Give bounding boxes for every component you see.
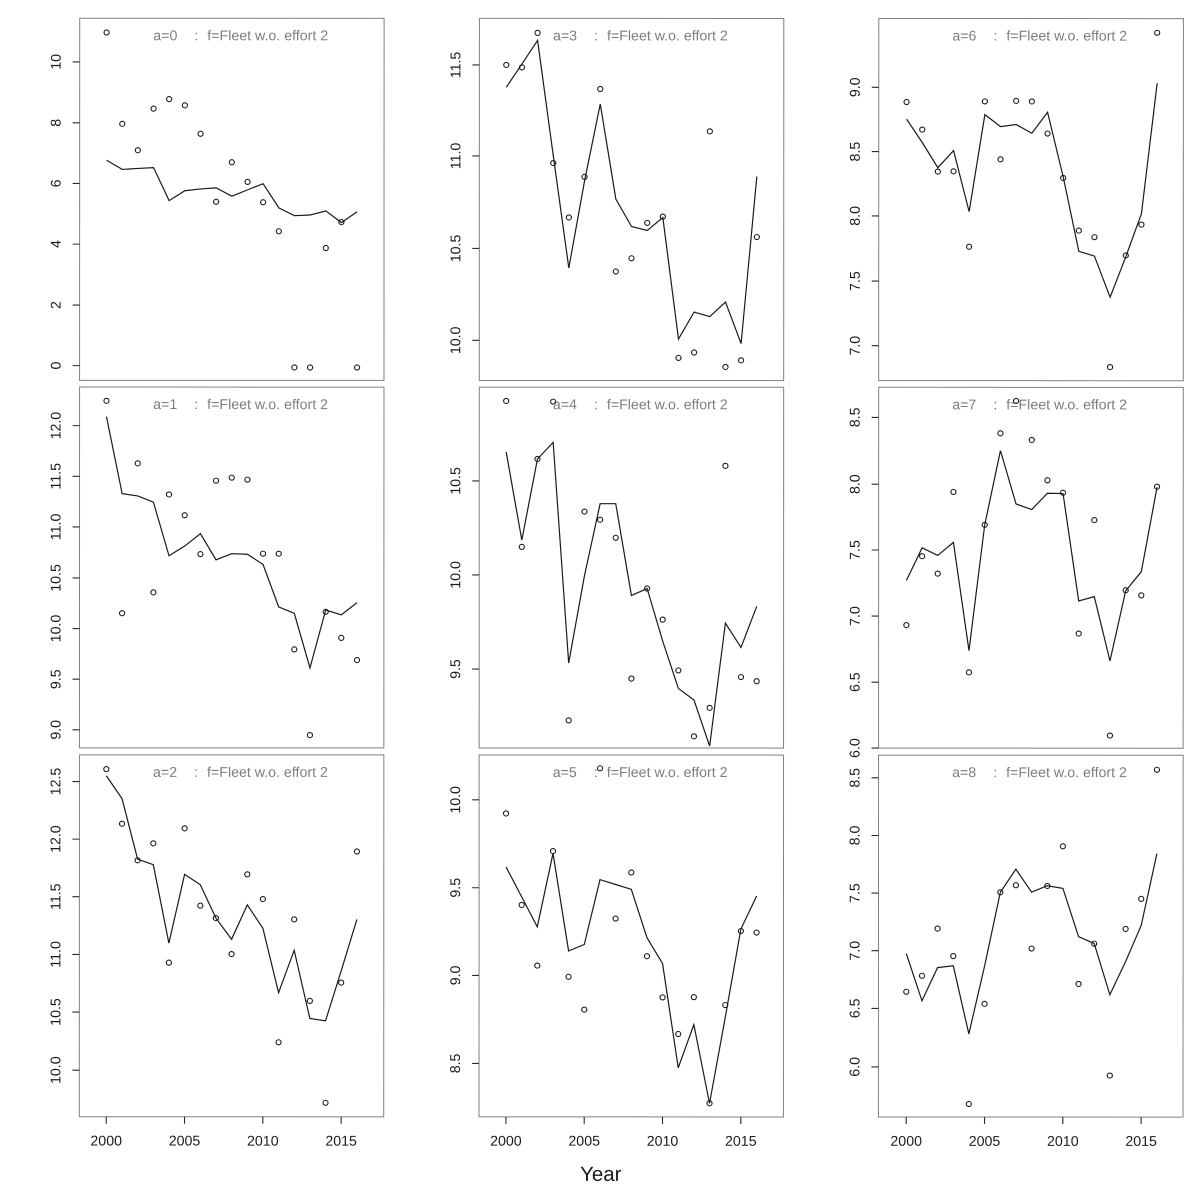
svg-text:2000: 2000 <box>90 1134 122 1150</box>
svg-text:2010: 2010 <box>1047 1134 1079 1150</box>
svg-text:0: 0 <box>49 362 65 370</box>
svg-text:a=6:f=Fleet w.o. effort 2: a=6: f=Fleet w.o. effort 2 <box>952 29 1127 45</box>
svg-text:6.0: 6.0 <box>848 738 864 758</box>
svg-text:11.5: 11.5 <box>48 883 64 910</box>
svg-text:8.5: 8.5 <box>848 768 864 788</box>
svg-text:6.5: 6.5 <box>847 998 863 1018</box>
svg-text:9.0: 9.0 <box>448 965 464 985</box>
svg-text:7.5: 7.5 <box>847 883 863 903</box>
svg-text:12.0: 12.0 <box>48 825 64 853</box>
svg-text:2005: 2005 <box>969 1134 1001 1150</box>
svg-text:11.5: 11.5 <box>448 52 464 79</box>
svg-text:2005: 2005 <box>169 1134 201 1150</box>
svg-text:8.0: 8.0 <box>848 826 864 846</box>
svg-text:6.5: 6.5 <box>848 672 864 692</box>
svg-text:8.5: 8.5 <box>448 1053 464 1073</box>
svg-text:2000: 2000 <box>890 1134 922 1150</box>
svg-text:2000: 2000 <box>490 1134 522 1150</box>
svg-text:2010: 2010 <box>647 1134 679 1150</box>
svg-text:7.0: 7.0 <box>847 941 863 961</box>
svg-text:2015: 2015 <box>325 1134 357 1150</box>
svg-text:2015: 2015 <box>1125 1134 1157 1150</box>
svg-text:11.0: 11.0 <box>49 514 65 541</box>
svg-text:8.0: 8.0 <box>848 206 864 226</box>
svg-text:9.0: 9.0 <box>848 77 864 97</box>
svg-text:a=7:f=Fleet w.o. effort 2: a=7: f=Fleet w.o. effort 2 <box>952 397 1127 413</box>
svg-text:Year: Year <box>580 1163 622 1186</box>
svg-text:7.0: 7.0 <box>848 336 864 356</box>
svg-text:7.5: 7.5 <box>848 540 864 560</box>
svg-text:11.0: 11.0 <box>48 941 64 968</box>
svg-text:10.0: 10.0 <box>448 786 464 814</box>
svg-text:10.0: 10.0 <box>48 615 64 643</box>
svg-text:a=0:f=Fleet w.o. effort 2: a=0: f=Fleet w.o. effort 2 <box>153 28 328 44</box>
svg-text:8.0: 8.0 <box>848 474 864 494</box>
svg-text:a=3:f=Fleet w.o. effort 2: a=3: f=Fleet w.o. effort 2 <box>553 28 728 44</box>
svg-text:a=1:f=Fleet w.o. effort 2: a=1: f=Fleet w.o. effort 2 <box>153 397 328 413</box>
svg-text:7.0: 7.0 <box>848 606 864 626</box>
svg-text:a=2:f=Fleet w.o. effort 2: a=2: f=Fleet w.o. effort 2 <box>153 765 328 781</box>
svg-text:11.0: 11.0 <box>448 143 464 170</box>
svg-text:10.5: 10.5 <box>448 467 464 495</box>
svg-text:11.5: 11.5 <box>49 463 65 490</box>
svg-text:10.5: 10.5 <box>48 998 64 1026</box>
svg-text:12.0: 12.0 <box>49 412 65 440</box>
svg-text:2010: 2010 <box>247 1134 279 1150</box>
svg-text:6: 6 <box>49 179 65 187</box>
svg-text:9.5: 9.5 <box>48 669 64 689</box>
svg-text:9.5: 9.5 <box>448 878 464 898</box>
svg-text:4: 4 <box>49 240 65 248</box>
svg-text:8.5: 8.5 <box>848 407 864 427</box>
svg-text:7.5: 7.5 <box>848 271 864 291</box>
svg-text:9.0: 9.0 <box>48 720 64 740</box>
svg-text:2005: 2005 <box>568 1134 600 1150</box>
svg-text:a=5:f=Fleet w.o. effort 2: a=5: f=Fleet w.o. effort 2 <box>553 765 728 781</box>
svg-text:6.0: 6.0 <box>847 1057 863 1077</box>
svg-text:a=4:f=Fleet w.o. effort 2: a=4: f=Fleet w.o. effort 2 <box>553 397 728 413</box>
svg-text:12.5: 12.5 <box>48 768 64 796</box>
svg-text:8: 8 <box>49 119 65 127</box>
svg-text:10.0: 10.0 <box>448 561 464 589</box>
svg-text:a=8:f=Fleet w.o. effort 2: a=8: f=Fleet w.o. effort 2 <box>952 765 1127 781</box>
svg-text:10: 10 <box>49 54 65 70</box>
svg-text:8.5: 8.5 <box>848 142 864 162</box>
svg-text:10.5: 10.5 <box>448 235 464 263</box>
svg-text:9.5: 9.5 <box>448 659 464 679</box>
svg-text:10.5: 10.5 <box>49 564 65 592</box>
svg-text:10.0: 10.0 <box>448 326 464 354</box>
svg-text:2015: 2015 <box>725 1134 757 1150</box>
svg-text:10.0: 10.0 <box>48 1056 64 1084</box>
svg-text:2: 2 <box>49 301 65 309</box>
